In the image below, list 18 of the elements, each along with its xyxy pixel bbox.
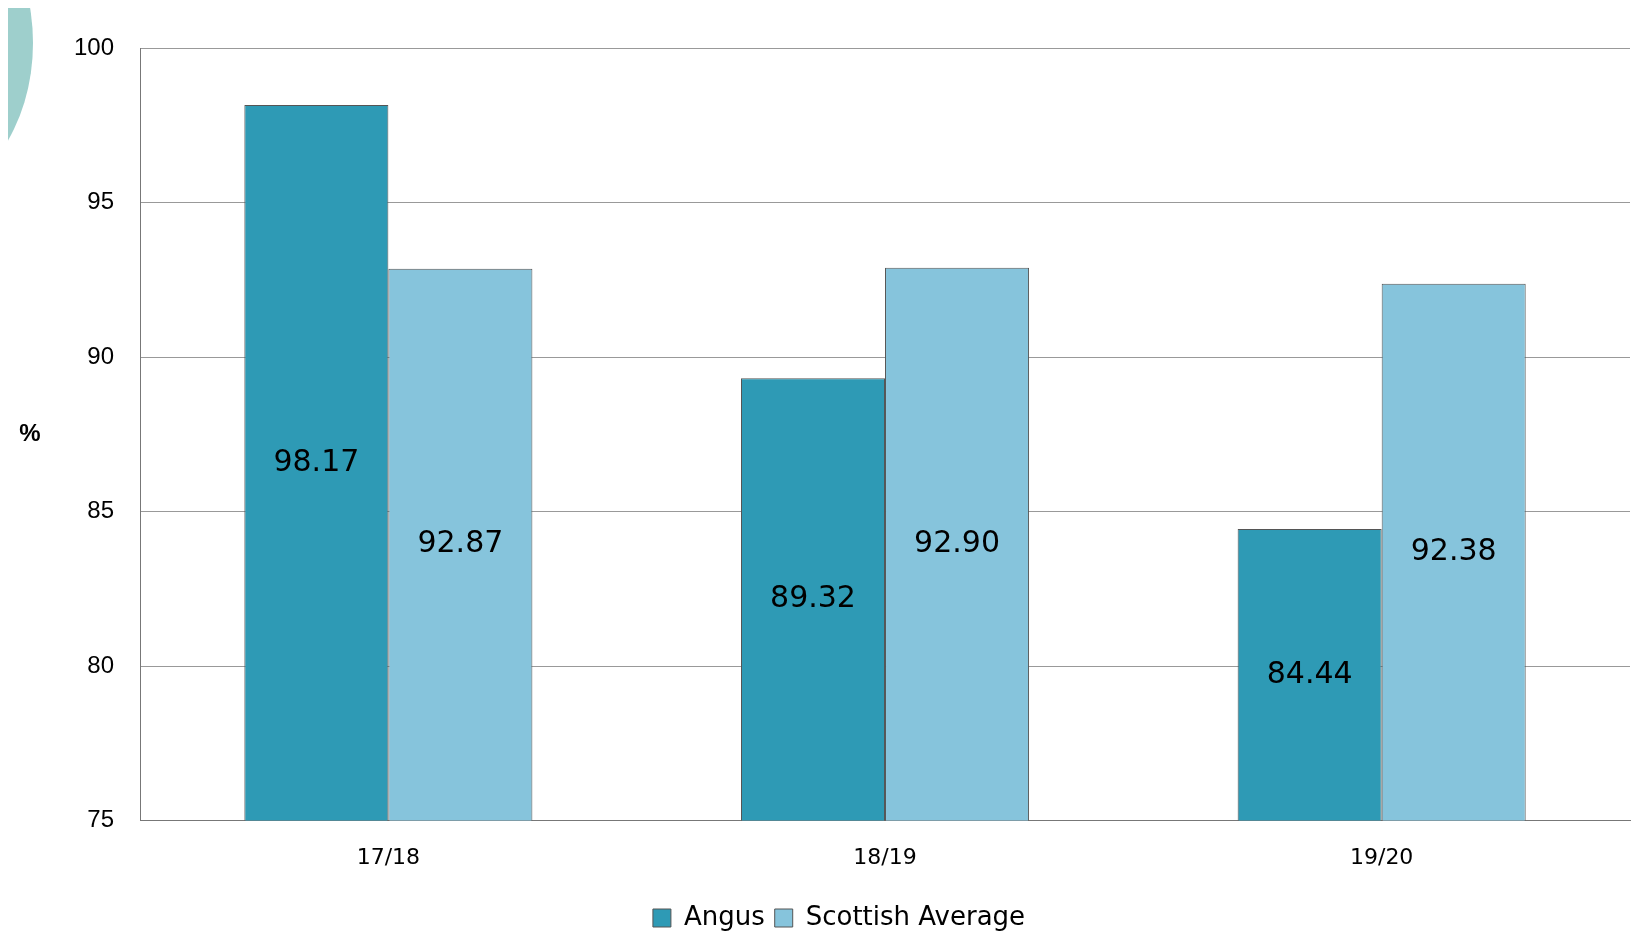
data-label: 92.87 — [417, 524, 504, 560]
y-tick-label: 80 — [87, 650, 115, 678]
data-label: 84.44 — [1266, 654, 1353, 690]
y-tick-label: 90 — [87, 341, 115, 369]
data-label: 98.17 — [273, 442, 360, 478]
y-axis-title: % — [19, 419, 41, 447]
data-label: 92.38 — [1410, 531, 1497, 567]
y-tick-label: 85 — [87, 496, 115, 524]
y-tick-label: 100 — [74, 33, 115, 61]
y-tick-label: 75 — [87, 805, 115, 833]
legend-label: Angus — [683, 900, 765, 931]
legend-label: Scottish Average — [805, 900, 1026, 931]
x-tick-label: 17/18 — [356, 843, 421, 869]
x-tick-label: 18/19 — [853, 843, 917, 869]
x-tick-label: 19/20 — [1349, 843, 1414, 869]
data-label: 89.32 — [770, 579, 856, 615]
data-label: 92.90 — [914, 523, 1000, 559]
y-tick-label: 95 — [87, 187, 115, 215]
